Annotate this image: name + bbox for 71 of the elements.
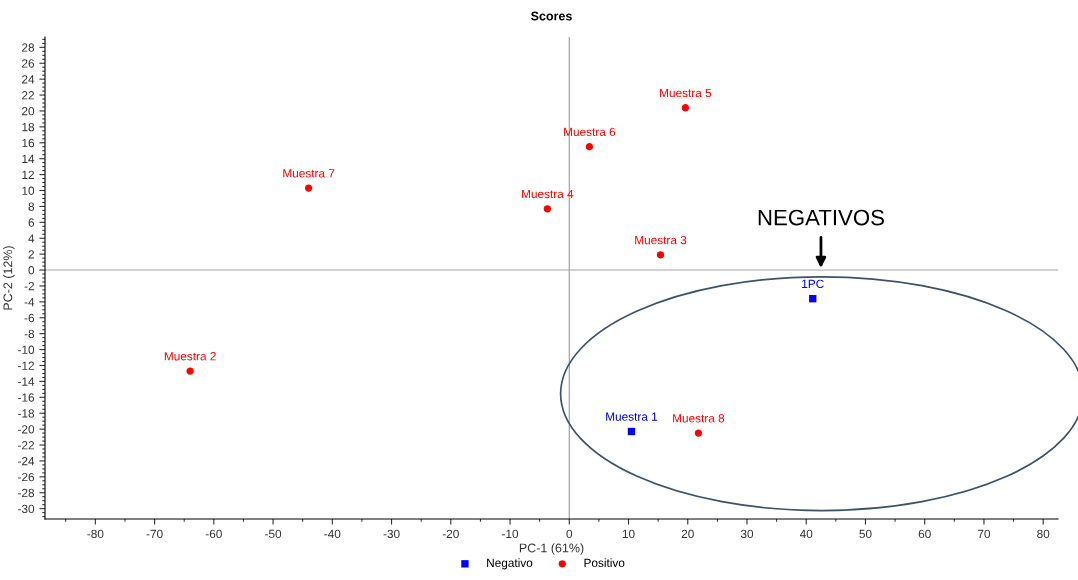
annotation: Muestra 1 — [606, 412, 658, 421]
y-tick-label: 12 — [22, 170, 34, 179]
y-tick-label: -10 — [18, 345, 35, 354]
y-tick-label: 16 — [22, 138, 35, 148]
x-tick-label: 60 — [918, 529, 931, 539]
point — [656, 251, 665, 259]
y-tick-label: 20 — [22, 107, 35, 116]
x-axis-title: PC-1 (61%) — [519, 543, 584, 555]
y-tick-label: 24 — [22, 75, 35, 84]
annotation: Muestra 3 — [635, 235, 687, 245]
legend-label: Positivo — [584, 558, 625, 568]
y-axis-title: PC-2 (12%) — [3, 246, 15, 310]
annotation: Muestra 8 — [673, 414, 725, 423]
x-tick-label: 70 — [977, 529, 991, 539]
x-tick-label: -10 — [502, 529, 519, 539]
point — [681, 104, 690, 112]
y-tick-label: 4 — [28, 234, 35, 243]
x-tick-label: 80 — [1037, 529, 1050, 539]
legend-label: Negativo — [487, 558, 533, 570]
point — [694, 429, 703, 437]
point — [304, 184, 313, 192]
point — [627, 427, 636, 436]
x-tick-label: -80 — [87, 529, 104, 539]
y-tick-label: -20 — [18, 425, 35, 434]
annotation: 1PC — [802, 279, 824, 289]
y-tick-label: -14 — [18, 377, 35, 386]
y-tick-label: 22 — [22, 91, 34, 100]
x-tick-label: 20 — [681, 529, 694, 539]
y-tick-label: 8 — [28, 202, 35, 211]
y-tick-label: 18 — [22, 122, 35, 132]
x-tick-label: -70 — [146, 529, 163, 539]
x-tick-label: -30 — [383, 529, 400, 539]
x-tick-label: 10 — [622, 529, 635, 539]
y-tick-label: -22 — [18, 441, 34, 450]
y-tick-label: 10 — [22, 186, 35, 195]
chart-title: Scores — [531, 11, 572, 21]
x-tick-label: 30 — [740, 529, 754, 539]
annotation: Muestra 7 — [283, 169, 335, 178]
x-tick-label: 40 — [799, 529, 813, 539]
y-tick-label: -6 — [24, 313, 35, 323]
y-tick-label: 6 — [28, 218, 35, 227]
y-tick-label: -8 — [24, 329, 35, 339]
y-tick-label: -24 — [18, 456, 35, 466]
x-tick-label: 0 — [566, 529, 573, 539]
y-tick-label: 28 — [22, 43, 35, 52]
y-tick-label: -2 — [24, 281, 34, 291]
point — [543, 205, 552, 213]
y-tick-label: -16 — [18, 393, 35, 402]
annotation: Muestra 6 — [564, 127, 616, 137]
y-tick-label: 26 — [22, 59, 35, 68]
y-tick-label: -28 — [18, 488, 35, 498]
annotation: Muestra 2 — [164, 352, 216, 361]
point — [585, 143, 594, 151]
annotation: Muestra 4 — [522, 189, 574, 199]
y-tick-label: 14 — [22, 154, 35, 163]
x-tick-label: -50 — [265, 529, 282, 539]
y-tick-label: -26 — [18, 472, 35, 482]
x-tick-label: -20 — [442, 529, 459, 539]
point — [186, 367, 194, 375]
y-tick-label: -30 — [18, 504, 35, 514]
annotation: Muestra 5 — [660, 88, 712, 98]
annotation: NEGATIVOS — [758, 209, 884, 226]
y-tick-label: -4 — [24, 298, 35, 307]
y-tick-label: -18 — [18, 409, 35, 418]
point — [809, 295, 817, 303]
y-tick-label: -12 — [18, 361, 34, 370]
x-tick-label: 50 — [859, 529, 872, 539]
x-tick-label: -60 — [205, 529, 222, 539]
x-tick-label: -40 — [324, 529, 341, 539]
y-tick-label: 2 — [28, 250, 34, 259]
y-tick-label: 0 — [28, 266, 35, 275]
